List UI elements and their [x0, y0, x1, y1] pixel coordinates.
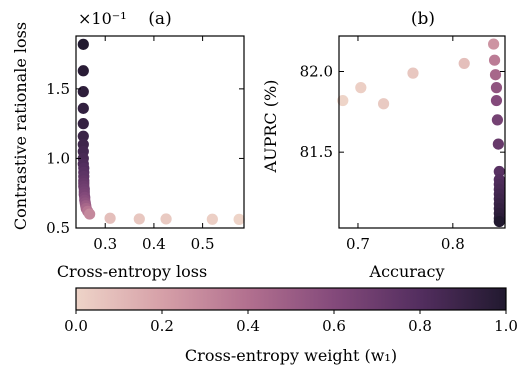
panel-b-points: [337, 38, 505, 228]
panel-a-ticks: 0.3 0.4 0.5 0.5 1.0 1.5: [46, 36, 244, 253]
panel-a-point: [77, 102, 89, 114]
panel-a-point: [104, 212, 116, 224]
panel-a-ylabel: Contrastive rationale loss: [11, 22, 30, 230]
colorbar: 0.0 0.2 0.4 0.6 0.8 1.0 Cross-entropy weight …: [64, 287, 518, 365]
colorbar-label: Cross-entropy weight (w₁): [185, 346, 397, 365]
panel-a-points: [77, 38, 245, 225]
colorbar-tick-label: 0.0: [64, 317, 88, 335]
panel-b-xlabel: Accuracy: [369, 262, 445, 281]
panel-b-xtick-label: 0.7: [346, 235, 370, 253]
colorbar-tick-label: 0.4: [236, 317, 260, 335]
panel-b-point: [377, 98, 390, 110]
panel-a-point: [77, 86, 89, 98]
panel-b-point: [493, 215, 505, 228]
panel-a-ytick-label: 0.5: [46, 219, 70, 237]
colorbar-ticks: 0.0 0.2 0.4 0.6 0.8 1.0: [64, 310, 518, 335]
panel-b-ytick-label: 82.0: [300, 62, 333, 80]
colorbar-gradient: [75, 287, 507, 311]
panel-a-point: [206, 213, 218, 225]
panel-a-point: [84, 208, 96, 220]
colorbar-tick-label: 1.0: [494, 317, 518, 335]
panel-a: 0.3 0.4 0.5 0.5 1.0 1.5 (a) ×10⁻¹ Cross-entro…: [11, 9, 245, 281]
panel-a-xtick-label: 0.4: [142, 235, 166, 253]
panel-b-point: [493, 165, 505, 178]
panel-b-point: [337, 94, 349, 107]
panel-b-ylabel: AUPRC (%): [261, 80, 280, 174]
panel-b-point: [355, 82, 367, 94]
panel-b-ytick-label: 81.5: [300, 143, 333, 161]
colorbar-tick-label: 0.2: [150, 317, 174, 335]
colorbar-tick-label: 0.8: [408, 317, 432, 335]
panel-b-point: [488, 54, 501, 66]
panel-b-point: [491, 114, 504, 126]
panel-a-point: [77, 130, 89, 142]
panel-b-point: [489, 69, 502, 81]
panel-a-label: (a): [148, 9, 171, 29]
panel-a-xlabel: Cross-entropy loss: [57, 262, 207, 281]
panel-a-frame: [75, 35, 245, 229]
colorbar-tick-label: 0.6: [322, 317, 346, 335]
panel-b-ticks: 0.7 0.8 81.5 82.0: [300, 36, 505, 253]
panel-a-point: [77, 118, 89, 130]
panel-a-ytick-label: 1.0: [46, 149, 70, 167]
panel-a-ytick-label: 1.5: [46, 80, 70, 98]
panel-a-point: [77, 38, 89, 50]
panel-b-point: [458, 57, 470, 70]
panel-b-point: [407, 67, 419, 79]
panel-a-xtick-label: 0.3: [93, 235, 117, 253]
panel-b-point: [488, 38, 500, 50]
panel-a-y-scale: ×10⁻¹: [78, 9, 127, 28]
panel-b-label: (b): [411, 9, 435, 29]
panel-b-point: [490, 82, 503, 94]
panel-b-point: [492, 138, 504, 150]
panel-b-point: [490, 94, 503, 107]
panel-a-point: [77, 65, 89, 77]
panel-a-point: [133, 213, 145, 225]
panel-b: 0.7 0.8 81.5 82.0 (b) Accuracy AUPRC (%): [261, 9, 506, 281]
panel-a-xtick-label: 0.5: [191, 235, 215, 253]
panel-a-point: [160, 213, 172, 225]
panel-a-point: [233, 213, 245, 225]
panel-b-xtick-label: 0.8: [441, 235, 465, 253]
panel-b-frame: [338, 35, 506, 229]
